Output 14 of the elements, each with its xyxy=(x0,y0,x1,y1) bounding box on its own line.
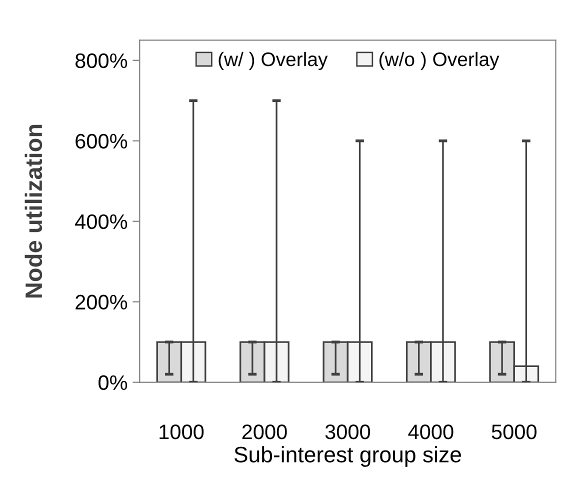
x-tick-label: 1000 xyxy=(160,424,204,440)
x-tick-label: 3000 xyxy=(325,424,370,440)
y-tick-label: 800% xyxy=(75,53,128,68)
x-axis-title: Sub-interest group size xyxy=(234,446,461,467)
x-tick-label: 5000 xyxy=(492,424,536,440)
x-tick-label: 4000 xyxy=(408,424,454,440)
y-tick-label: 400% xyxy=(75,214,128,230)
legend-label: (w/ ) Overlay xyxy=(218,52,328,70)
y-tick-label: 600% xyxy=(76,134,128,149)
y-tick-label: 200% xyxy=(76,294,128,310)
legend-label: (w/o ) Overlay xyxy=(379,52,500,70)
y-axis-title: Node utilization xyxy=(24,124,42,298)
y-tick-label: 0% xyxy=(98,375,128,390)
x-tick-label: 2000 xyxy=(242,424,287,440)
